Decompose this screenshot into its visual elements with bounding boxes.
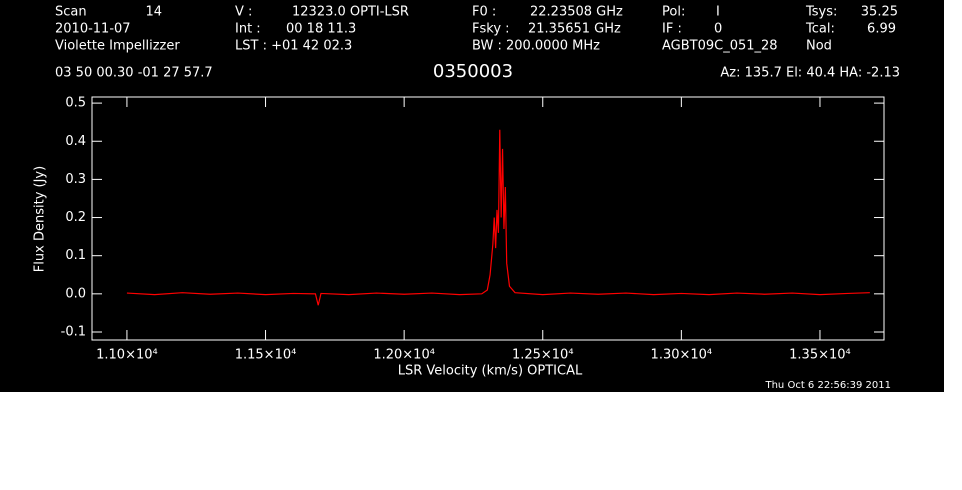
- header-info: Nod: [806, 39, 832, 54]
- header-info: IF :: [662, 22, 682, 37]
- header-info: AGBT09C_051_28: [662, 39, 778, 54]
- header-info: Az: 135.7 El: 40.4 HA: -2.13: [720, 66, 900, 81]
- y-tick-label: 0.0: [65, 286, 86, 301]
- x-tick-label: 1.30×10⁴: [651, 348, 713, 363]
- x-tick-label: 1.25×10⁴: [512, 348, 574, 363]
- x-tick-label: 1.15×10⁴: [235, 348, 297, 363]
- y-tick-label: 0.5: [65, 96, 86, 111]
- spectrum-line: [126, 129, 870, 306]
- header-info: Fsky :: [472, 22, 510, 37]
- x-tick-label: 1.35×10⁴: [789, 348, 851, 363]
- y-tick-label: 0.1: [65, 248, 86, 263]
- header-info: F0 :: [472, 5, 496, 20]
- header-info: 0: [714, 22, 722, 37]
- header-info: Tcal:: [805, 22, 835, 37]
- x-tick-label: 1.20×10⁴: [373, 348, 435, 363]
- header-info: 2010-11-07: [55, 22, 131, 37]
- header-info: V :: [235, 5, 252, 20]
- chart-title: 0350003: [433, 61, 513, 82]
- header-info: 14: [145, 5, 162, 20]
- y-tick-label: 0.2: [65, 210, 86, 225]
- header-info: Int :: [235, 22, 261, 37]
- header-info: BW : 200.0000 MHz: [472, 39, 600, 54]
- header-info: Tsys:: [805, 5, 837, 20]
- header-info: I: [716, 5, 720, 20]
- x-tick-label: 1.10×10⁴: [96, 348, 158, 363]
- header-info: Violette Impellizzer: [55, 39, 180, 54]
- y-tick-label: 0.3: [65, 172, 86, 187]
- y-tick-label: -0.1: [61, 324, 86, 339]
- header-info: Pol:: [662, 5, 685, 20]
- header-info: 21.35651 GHz: [528, 22, 621, 37]
- header-info: 00 18 11.3: [286, 22, 356, 37]
- header-info: LST : +01 42 02.3: [235, 39, 352, 54]
- axes-frame: [91, 96, 885, 341]
- y-axis-label: Flux Density (Jy): [33, 166, 48, 272]
- y-tick-label: 0.4: [65, 134, 86, 149]
- header-info: Scan: [55, 5, 87, 20]
- timestamp: Thu Oct 6 22:56:39 2011: [764, 380, 891, 391]
- header-info: 22.23508 GHz: [530, 5, 623, 20]
- plot-background: [0, 0, 944, 392]
- header-info: 03 50 00.30 -01 27 57.7: [55, 66, 213, 81]
- header-info: 35.25: [861, 5, 898, 20]
- header-info: 6.99: [867, 22, 896, 37]
- header-info: 12323.0 OPTI-LSR: [292, 5, 409, 20]
- x-axis-label: LSR Velocity (km/s) OPTICAL: [398, 364, 583, 379]
